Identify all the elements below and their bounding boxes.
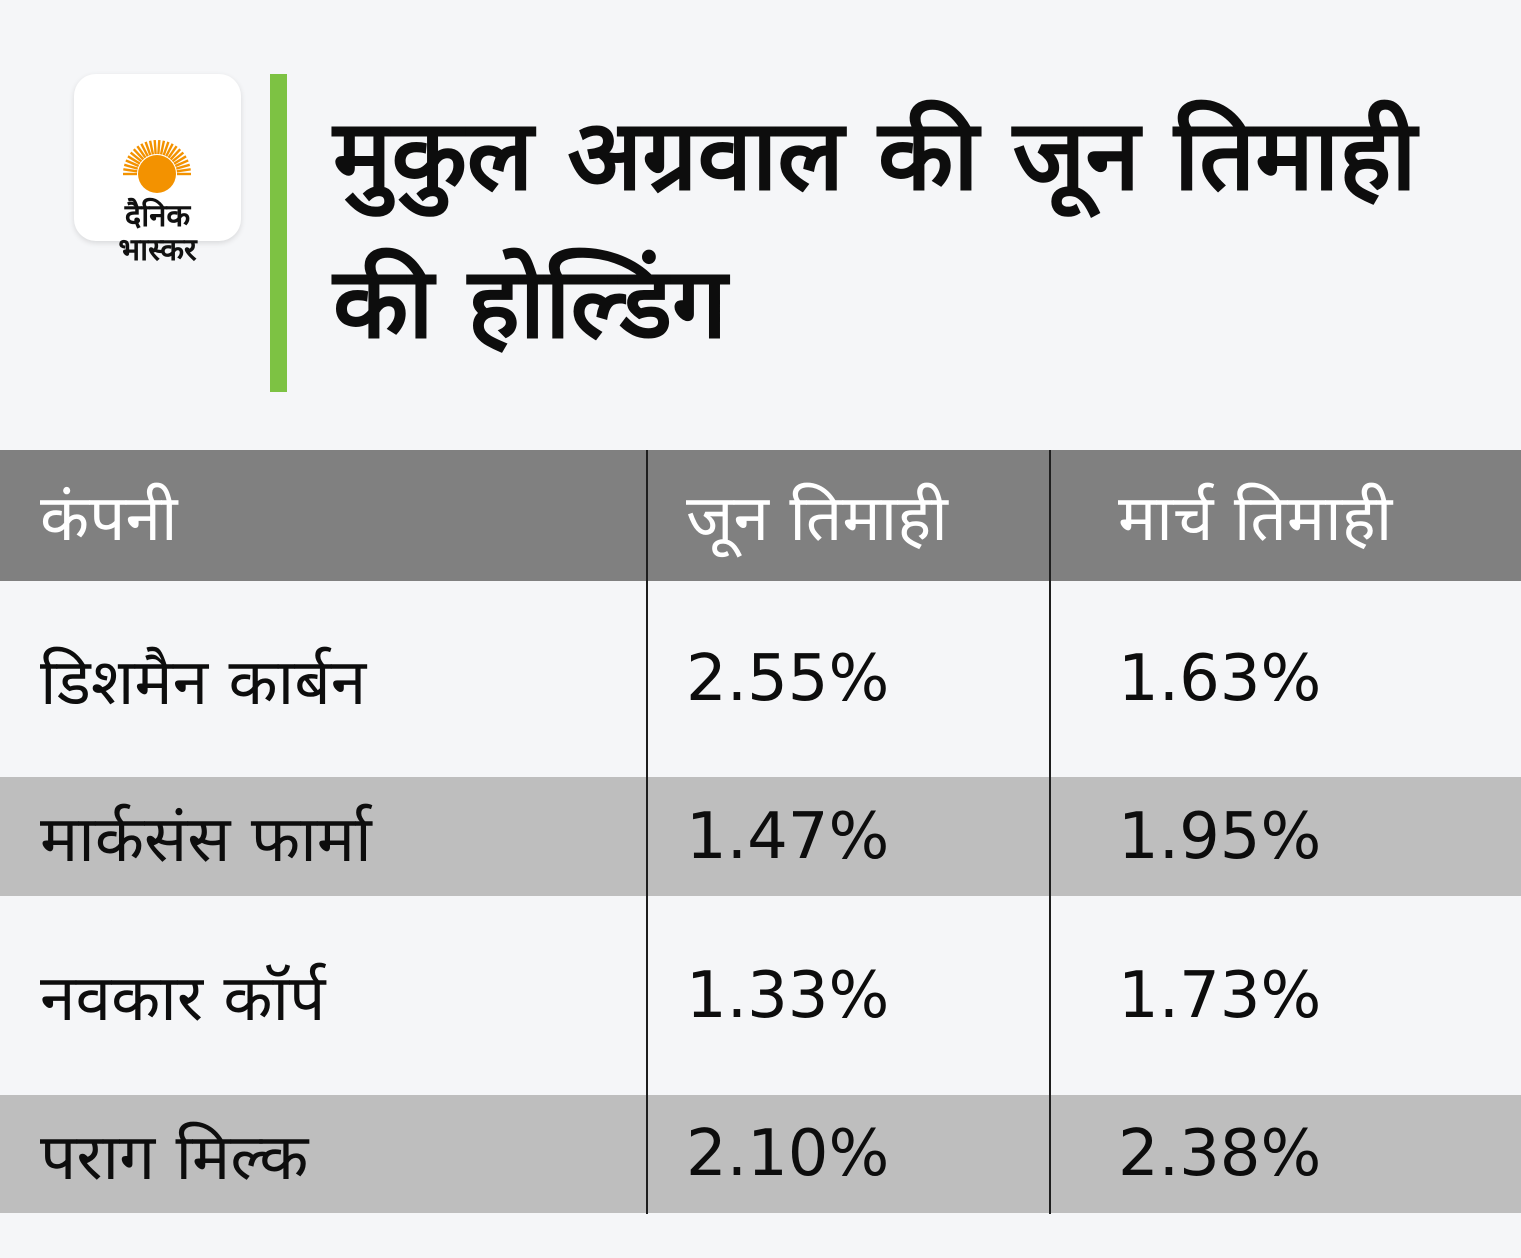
- sun-ray: [123, 163, 139, 170]
- sun-ray: [174, 159, 189, 168]
- sun-ray: [140, 143, 149, 157]
- page-title: मुकुल अग्रवाल की जून तिमाही की होल्डिंग: [333, 99, 1417, 361]
- logo-text-line2: भास्कर: [118, 232, 197, 268]
- sun-ray: [148, 140, 155, 155]
- march-value-cell: 1.63%: [1118, 642, 1322, 716]
- column-divider: [646, 450, 648, 1214]
- sun-ray: [157, 139, 161, 155]
- sun-ray: [175, 163, 191, 170]
- sun-ray: [159, 140, 166, 155]
- table-row: मार्कसंस फार्मा 1.47% 1.95%: [0, 777, 1521, 896]
- table-row: डिशमैन कार्बन 2.55% 1.63%: [0, 581, 1521, 777]
- sun-ray: [167, 145, 178, 159]
- june-value-cell: 1.33%: [686, 958, 890, 1033]
- sun-ray: [129, 151, 143, 163]
- sun-ray: [144, 141, 152, 156]
- column-header-company: कंपनी: [40, 482, 178, 556]
- june-value-cell: 2.10%: [686, 1117, 890, 1191]
- title-accent-bar: [270, 74, 287, 392]
- column-divider: [1049, 450, 1051, 1214]
- holdings-table: कंपनी जून तिमाही मार्च तिमाही डिशमैन कार…: [0, 450, 1521, 1213]
- sun-ray: [125, 159, 140, 168]
- june-value-cell: 2.55%: [686, 642, 890, 716]
- company-cell: मार्कसंस फार्मा: [40, 803, 372, 877]
- sun-icon: [123, 139, 191, 193]
- sun-ray: [176, 168, 191, 173]
- dainik-bhaskar-logo: दैनिक भास्कर: [74, 74, 241, 268]
- march-value-cell: 1.73%: [1118, 958, 1322, 1033]
- march-value-cell: 1.95%: [1118, 799, 1322, 874]
- sun-ray: [169, 148, 182, 161]
- june-value-cell: 1.47%: [686, 799, 890, 874]
- column-header-march-quarter: मार्च तिमाही: [1118, 482, 1393, 556]
- sun-ray: [136, 145, 147, 159]
- company-cell: पराग मिल्क: [40, 1120, 309, 1195]
- table-row: पराग मिल्क 2.10% 2.38%: [0, 1095, 1521, 1213]
- sun-ray: [153, 139, 157, 155]
- sun-ray: [123, 168, 138, 173]
- sun-ray: [162, 141, 170, 156]
- sun-ray: [165, 143, 174, 157]
- table-row: नवकार कॉर्प 1.33% 1.73%: [0, 896, 1521, 1095]
- sun-ray: [171, 151, 185, 163]
- sun-ray: [127, 155, 141, 165]
- sun-ray: [173, 155, 187, 165]
- sun-ray: [132, 148, 145, 161]
- column-header-june-quarter: जून तिमाही: [686, 482, 948, 556]
- company-cell: नवकार कॉर्प: [40, 962, 326, 1036]
- logo-text-line1: दैनिक: [124, 198, 191, 234]
- table-header-row: कंपनी जून तिमाही मार्च तिमाही: [0, 450, 1521, 581]
- company-cell: डिशमैन कार्बन: [40, 645, 367, 720]
- march-value-cell: 2.38%: [1118, 1117, 1322, 1191]
